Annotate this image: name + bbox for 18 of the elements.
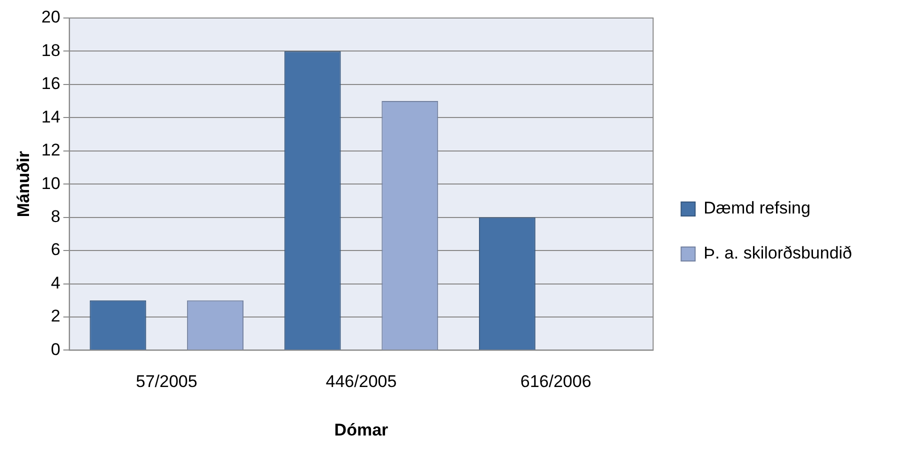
x-tick-label: 57/2005 — [136, 372, 198, 392]
y-tick-label: 10 — [41, 174, 60, 193]
legend-label: Þ. a. skilorðsbundið — [704, 244, 852, 263]
y-tick-label: 12 — [41, 140, 60, 160]
y-tick-label: 2 — [50, 306, 60, 326]
y-tick-label: 6 — [50, 240, 60, 260]
legend-label: Dæmd refsing — [704, 198, 810, 218]
y-tick-label: 20 — [41, 8, 60, 27]
x-tick-label: 446/2005 — [326, 372, 397, 392]
x-axis-title: Dómar — [334, 420, 389, 440]
y-tick-label: 0 — [50, 340, 60, 359]
y-axis-title: Mánuðir — [14, 150, 33, 218]
y-tick-label: 4 — [50, 273, 60, 292]
y-tick-label: 18 — [41, 40, 60, 60]
y-tick-label: 16 — [41, 74, 60, 94]
x-tick-label: 616/2006 — [520, 372, 592, 392]
y-tick-label: 14 — [41, 107, 60, 126]
y-tick-label: 8 — [50, 207, 60, 226]
